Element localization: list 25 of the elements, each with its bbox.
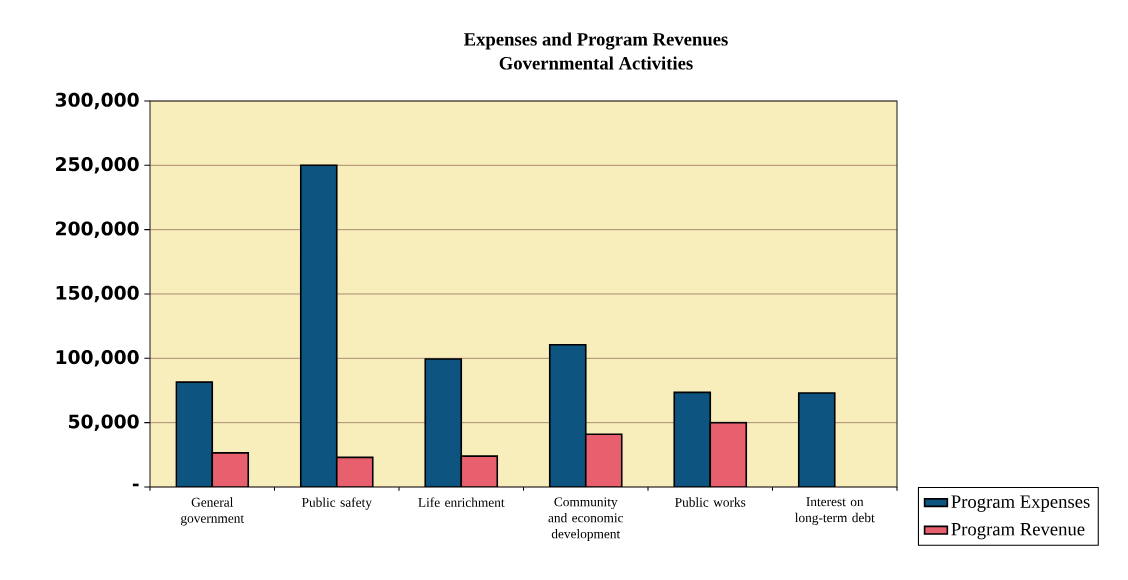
x-tick-label: Public safety (301, 497, 372, 510)
y-tick-label: 300,000 (55, 92, 139, 110)
y-tick-label: 250,000 (56, 157, 139, 174)
x-tick-label: Community and economic development (548, 497, 624, 542)
bar (299, 164, 338, 487)
legend-label: Program Revenue (951, 523, 1085, 540)
chart-subtitle: Governmental Activities (499, 56, 693, 70)
y-tick-label: 100,000 (56, 350, 139, 367)
bar (175, 381, 214, 487)
bar (424, 358, 463, 487)
y-tick-label: 150,000 (56, 285, 139, 303)
bar (797, 392, 836, 487)
y-tick-label: - (132, 483, 139, 487)
x-tick-label: Life enrichment (418, 497, 505, 507)
bar (584, 433, 623, 487)
bar (709, 421, 748, 487)
y-tick-label: 200,000 (56, 221, 139, 238)
legend-label: Program Expenses (951, 495, 1090, 512)
y-tick-label: 50,000 (69, 414, 139, 431)
bar (673, 391, 712, 487)
x-tick-label: Interest on long-term debt (795, 497, 875, 525)
chart-title: Expenses and Program Revenues (463, 32, 728, 50)
x-tick-label: General government (180, 497, 245, 526)
bar (548, 344, 587, 487)
x-tick-label: Public works (675, 497, 746, 507)
